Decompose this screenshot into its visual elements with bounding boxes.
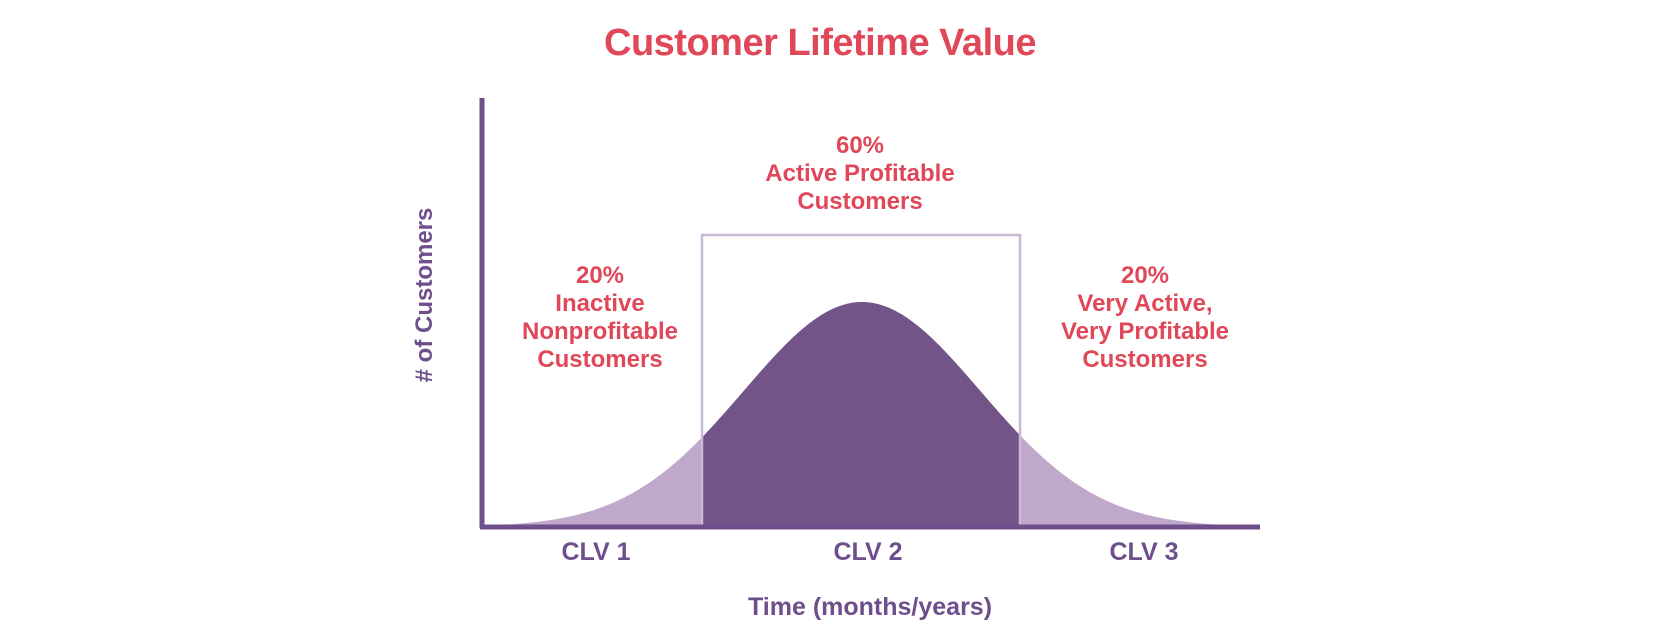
curve-tail-right <box>1020 435 1255 527</box>
segment-label-line: Customers <box>537 346 663 373</box>
curve-tail-left <box>490 437 702 527</box>
tick-label-clv1: CLV 1 <box>561 538 631 566</box>
segment-label-line: Very Active, <box>1077 290 1213 317</box>
segment-label-line: Customers <box>1082 346 1208 373</box>
segment-label-line: Customers <box>797 188 923 215</box>
segment-label-line: Very Profitable <box>1060 318 1230 345</box>
segment-label-line: 20% <box>1120 262 1170 289</box>
curve-center-region <box>702 302 1020 527</box>
segment-label-line: Inactive <box>555 290 645 317</box>
segment-label-clv1: 20% Inactive Nonprofitable Customers <box>510 262 690 374</box>
segment-label-line: Active Profitable <box>765 160 955 187</box>
segment-label-line: 60% <box>835 132 885 159</box>
segment-label-line: Nonprofitable <box>522 318 678 345</box>
chart-title: Customer Lifetime Value <box>604 22 1036 64</box>
tick-label-clv2: CLV 2 <box>833 538 903 566</box>
segment-label-clv2: 60% Active Profitable Customers <box>740 132 980 216</box>
segment-label-line: 20% <box>575 262 625 289</box>
tick-label-clv3: CLV 3 <box>1109 538 1179 566</box>
x-axis-label: Time (months/years) <box>747 593 993 621</box>
segment-label-clv3: 20% Very Active, Very Profitable Custome… <box>1045 262 1245 374</box>
y-axis-label: # of Customers <box>411 207 438 383</box>
